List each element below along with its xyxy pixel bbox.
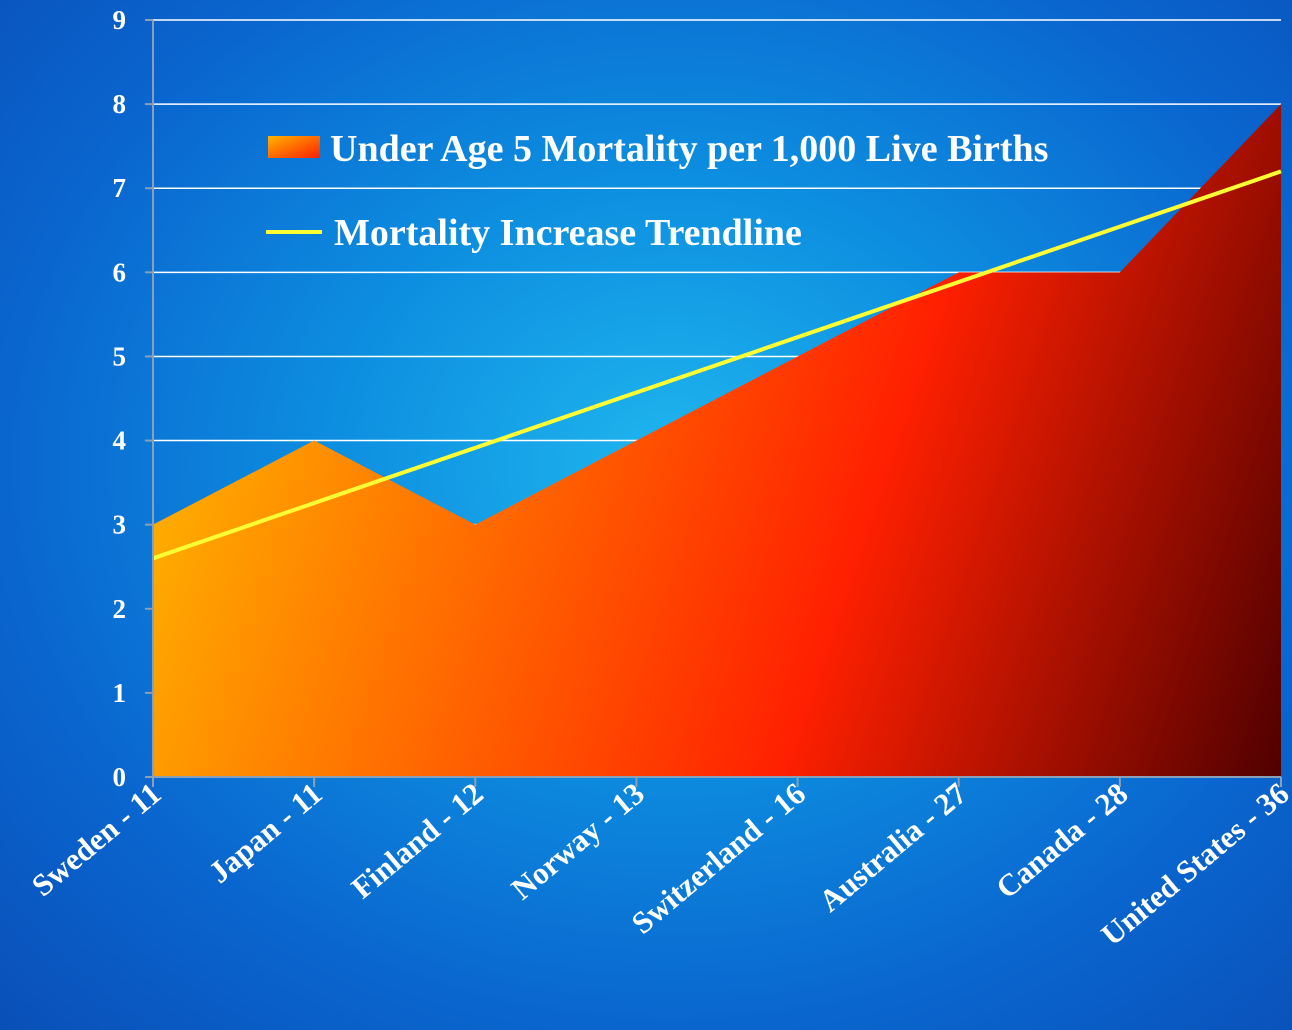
x-tick-label: Norway - 13 [504,776,650,907]
y-tick-labels: 0 1 2 3 4 5 6 7 8 9 [113,5,127,792]
legend-label-trendline: Mortality Increase Trendline [334,212,802,254]
x-tick-label: Japan - 11 [202,776,329,890]
trendline [152,169,1282,561]
y-tick-label: 4 [113,426,127,456]
y-tick-label: 3 [113,510,127,540]
y-tick-label: 9 [113,5,127,35]
x-tick-label: Switzerland - 16 [625,776,812,941]
legend-swatch-area [268,136,320,158]
x-tick-labels: Sweden - 11 Japan - 11 Finland - 12 Norway … [25,776,1292,953]
axes [145,19,1282,787]
y-tick-label: 2 [113,594,127,624]
x-tick-label: Canada - 28 [989,776,1134,906]
legend: Under Age 5 Mortality per 1,000 Live Bir… [266,128,1048,254]
y-tick-label: 6 [113,257,127,287]
y-tick-label: 8 [113,89,127,119]
trendline-layer [152,169,1282,561]
y-tick-label: 5 [113,341,127,371]
x-tick-label: Sweden - 11 [25,776,168,904]
x-tick-label: Finland - 12 [345,776,490,906]
area-series [153,104,1281,778]
y-tick-label: 7 [113,173,127,203]
y-tick-label: 0 [113,762,127,792]
legend-label-area: Under Age 5 Mortality per 1,000 Live Bir… [330,128,1048,170]
y-tick-label: 1 [113,678,127,708]
x-tick-label: Australia - 27 [812,776,973,919]
area-series-under-5-mortality [153,104,1281,778]
